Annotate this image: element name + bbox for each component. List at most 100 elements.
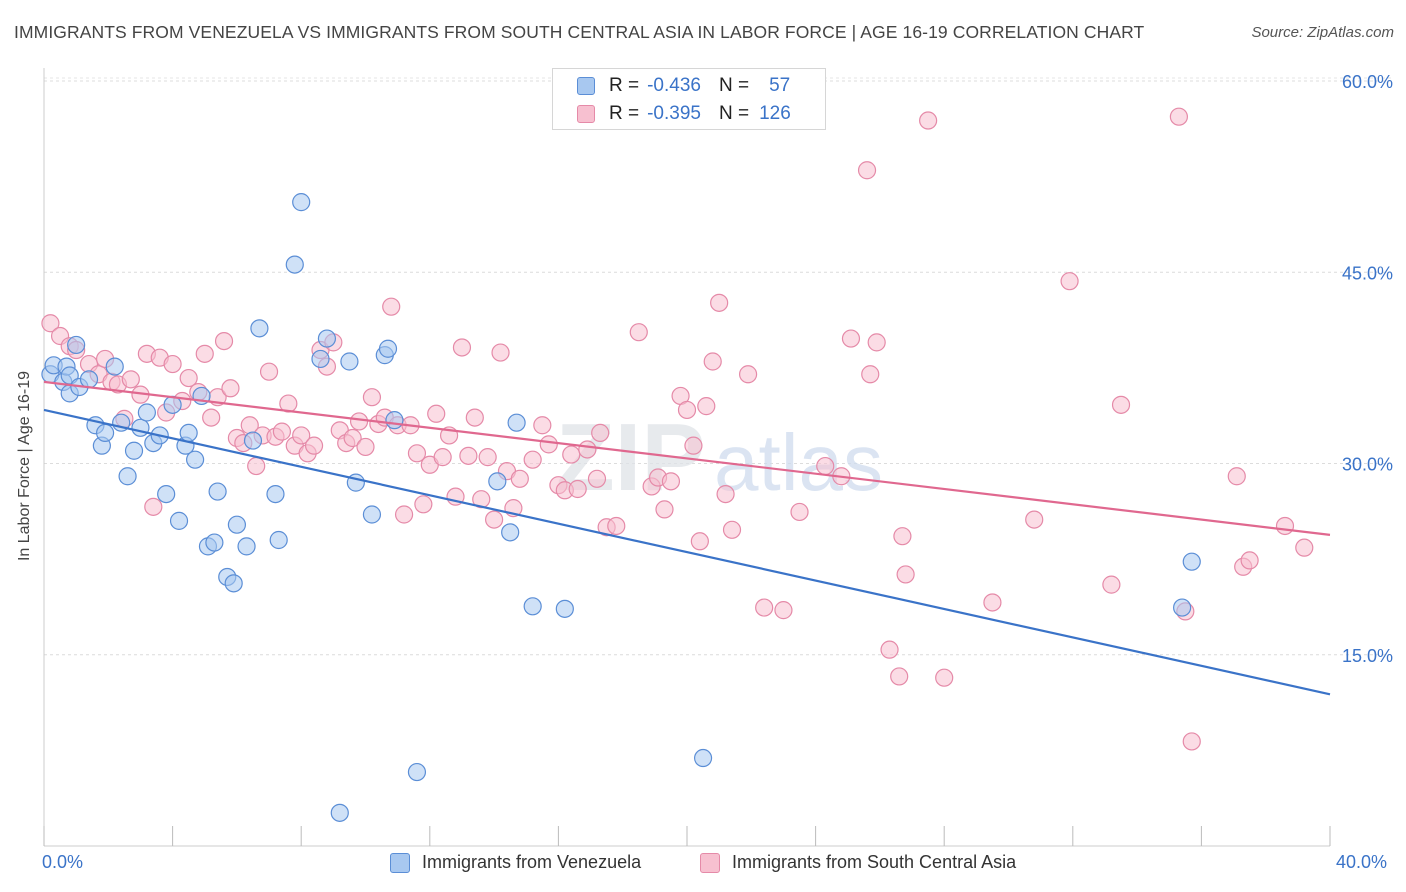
data-point-south-central-asia — [629, 323, 648, 342]
data-point-south-central-asia — [259, 362, 279, 381]
data-point-south-central-asia — [684, 436, 703, 455]
data-point-venezuela — [317, 329, 337, 348]
bottom-legend-label: Immigrants from Venezuela — [422, 852, 642, 872]
data-point-venezuela — [693, 748, 713, 768]
data-point-south-central-asia — [690, 532, 709, 551]
data-point-south-central-asia — [919, 111, 938, 130]
data-point-south-central-asia — [591, 423, 610, 442]
legend-r-value: -0.436 — [647, 75, 701, 96]
y-tick-label: 60.0% — [1342, 72, 1393, 92]
data-point-venezuela — [124, 441, 144, 460]
data-point-south-central-asia — [578, 440, 597, 459]
data-point-venezuela — [205, 533, 224, 552]
data-point-south-central-asia — [738, 365, 758, 384]
bottom-legend-label: Immigrants from South Central Asia — [732, 852, 1017, 872]
data-point-venezuela — [555, 599, 574, 618]
data-point-south-central-asia — [677, 400, 697, 420]
y-axis-label: In Labor Force | Age 16-19 — [16, 370, 33, 562]
data-point-venezuela — [131, 418, 150, 437]
correlation-legend: R = -0.436 N = 57 R = -0.395 N = 126 — [552, 68, 826, 130]
chart-title: IMMIGRANTS FROM VENEZUELA VS IMMIGRANTS … — [14, 22, 1145, 42]
data-point-south-central-asia — [121, 370, 140, 389]
data-point-south-central-asia — [867, 333, 886, 352]
bottom-legend-swatch-blue — [390, 852, 410, 873]
data-point-venezuela — [385, 411, 404, 430]
data-point-south-central-asia — [362, 388, 382, 407]
bottom-legend-swatch-pink — [700, 852, 720, 873]
data-point-south-central-asia — [292, 426, 311, 445]
data-point-south-central-asia — [407, 444, 427, 463]
legend-r-label: R = — [609, 103, 640, 124]
data-point-south-central-asia — [697, 397, 716, 416]
data-point-south-central-asia — [655, 500, 674, 519]
data-point-south-central-asia — [893, 527, 912, 546]
data-point-venezuela — [407, 762, 427, 782]
data-point-venezuela — [501, 523, 520, 542]
trend-line-venezuela — [43, 408, 1331, 696]
data-point-south-central-asia — [661, 472, 681, 491]
watermark: ZIP atlas — [556, 404, 883, 511]
data-point-venezuela — [227, 515, 246, 534]
data-point-venezuela — [118, 467, 137, 486]
data-point-south-central-asia — [896, 565, 915, 584]
data-point-south-central-asia — [485, 510, 504, 529]
data-point-south-central-asia — [1295, 538, 1314, 557]
data-point-south-central-asia — [427, 404, 446, 423]
data-point-venezuela — [488, 472, 507, 491]
y-tick-labels: 60.0% 45.0% 30.0% 15.0% — [1342, 72, 1393, 666]
data-point-south-central-asia — [1227, 467, 1246, 486]
data-point-south-central-asia — [465, 408, 484, 427]
data-point-venezuela — [157, 485, 176, 504]
data-point-south-central-asia — [722, 520, 742, 539]
data-point-venezuela — [330, 803, 349, 822]
data-point-venezuela — [79, 370, 99, 389]
data-point-south-central-asia — [1060, 272, 1079, 291]
data-point-south-central-asia — [414, 495, 433, 514]
data-point-south-central-asia — [841, 329, 861, 348]
legend-n-label: N = — [718, 75, 750, 96]
data-point-venezuela — [224, 574, 243, 593]
data-point-venezuela — [95, 423, 115, 442]
data-point-south-central-asia — [790, 502, 809, 522]
legend-row-south-central-asia: R = -0.395 N = 126 — [577, 100, 791, 128]
data-point-venezuela — [378, 339, 398, 358]
data-point-venezuela — [311, 349, 330, 369]
data-point-venezuela — [1173, 598, 1192, 617]
data-point-south-central-asia — [533, 416, 552, 435]
data-point-south-central-asia — [703, 352, 722, 371]
y-tick-label: 30.0% — [1342, 455, 1393, 475]
data-point-venezuela — [237, 537, 256, 556]
trend-line-south-central-asia — [43, 380, 1331, 536]
data-point-south-central-asia — [539, 435, 558, 454]
y-tick-label: 45.0% — [1342, 263, 1393, 283]
data-point-south-central-asia — [1182, 732, 1201, 751]
legend-r-label: R = — [609, 75, 640, 96]
data-point-south-central-asia — [247, 456, 266, 476]
data-point-south-central-asia — [861, 365, 880, 384]
trend-lines — [43, 380, 1331, 696]
data-point-south-central-asia — [857, 161, 877, 180]
data-point-south-central-asia — [755, 598, 774, 617]
axes — [43, 68, 1331, 847]
data-point-south-central-asia — [716, 485, 735, 504]
data-point-south-central-asia — [774, 601, 793, 620]
data-point-south-central-asia — [214, 332, 234, 351]
legend-n-value: 126 — [759, 103, 791, 124]
data-point-south-central-asia — [304, 436, 324, 455]
data-point-south-central-asia — [356, 437, 375, 457]
data-point-south-central-asia — [144, 497, 163, 516]
x-tick-label-min: 0.0% — [42, 852, 84, 872]
data-point-south-central-asia — [272, 422, 292, 441]
data-point-south-central-asia — [221, 379, 240, 398]
data-point-south-central-asia — [1025, 510, 1044, 529]
data-point-south-central-asia — [935, 668, 954, 687]
data-point-venezuela — [186, 450, 205, 469]
legend-n-label: N = — [718, 103, 750, 124]
bottom-legend-venezuela: Immigrants from Venezuela — [390, 852, 641, 873]
data-point-south-central-asia — [880, 640, 899, 659]
data-point-south-central-asia — [459, 446, 478, 465]
data-point-venezuela — [285, 255, 304, 274]
data-point-venezuela — [340, 352, 359, 371]
data-point-south-central-asia — [510, 469, 529, 488]
bottom-legend-south-central-asia: Immigrants from South Central Asia — [700, 852, 1016, 873]
